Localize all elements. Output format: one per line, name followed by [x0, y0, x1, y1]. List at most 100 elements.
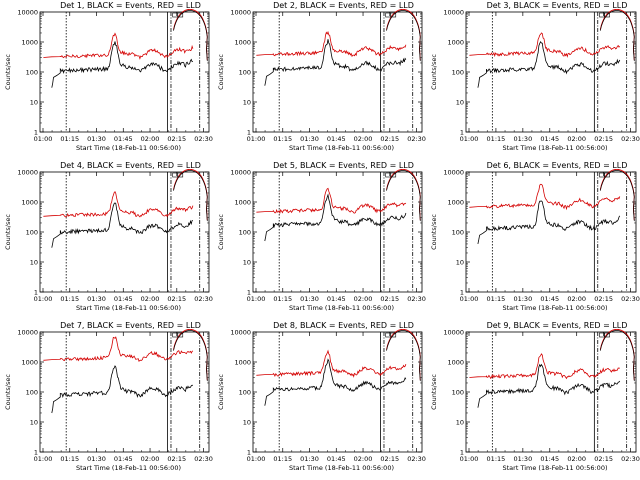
x-tick-label: 01:30: [300, 295, 319, 303]
y-axis-label: Counts/sec: [430, 54, 438, 90]
x-tick-label: 01:00: [247, 295, 266, 303]
panel-title: Det 4, BLACK = Events, RED = LLD: [60, 161, 201, 170]
events-series-line: [477, 41, 621, 88]
x-tick-label: 02:30: [621, 135, 640, 143]
lld-series-line: [256, 349, 407, 378]
x-tick-label: 02:00: [141, 455, 160, 463]
x-tick-label: 01:45: [114, 295, 133, 303]
y-tick-label: 1: [460, 449, 464, 457]
x-tick-label: 01:45: [327, 455, 346, 463]
saa-marker-box: [390, 12, 397, 18]
lld-series-line: [43, 32, 194, 60]
y-tick-label: 100: [239, 389, 251, 397]
x-tick-label: 01:15: [273, 455, 292, 463]
events-high-rate-segment: [599, 170, 635, 222]
detector-panel-8: Det 8, BLACK = Events, RED = LLD 1 10 100 10…: [217, 321, 426, 472]
lld-series-line: [469, 183, 621, 211]
events-series-line: [51, 365, 193, 414]
plot-frame: [465, 11, 637, 133]
x-tick-label: 02:00: [567, 135, 586, 143]
events-series-line: [51, 202, 193, 248]
x-tick-label: 01:30: [300, 455, 319, 463]
x-tick-label: 02:00: [141, 135, 160, 143]
plot-frame: [39, 11, 210, 133]
x-tick-label: 02:15: [594, 295, 613, 303]
x-tick-label: 01:00: [247, 455, 266, 463]
events-series-line: [264, 358, 407, 406]
x-tick-label: 02:00: [354, 135, 373, 143]
detector-panel-9: Det 9, BLACK = Events, RED = LLD 1 10 100 10…: [430, 321, 640, 472]
x-tick-label: 01:45: [327, 295, 346, 303]
y-tick-label: 10000: [17, 9, 38, 17]
lld-high-rate-segment: [173, 168, 208, 221]
panel-title: Det 9, BLACK = Events, RED = LLD: [487, 321, 628, 330]
x-tick-label: 02:30: [621, 455, 640, 463]
x-tick-label: 01:15: [273, 295, 292, 303]
events-series-line: [264, 193, 407, 242]
x-tick-label: 01:15: [60, 455, 79, 463]
x-tick-label: 01:30: [300, 135, 319, 143]
saa-marker-box: [604, 332, 610, 338]
y-tick-label: 1000: [21, 359, 38, 367]
y-tick-label: 1: [34, 449, 38, 457]
y-tick-label: 10: [243, 419, 251, 427]
x-tick-label: 02:30: [194, 135, 213, 143]
detector-panel-6: Det 6, BLACK = Events, RED = LLD 1 10 100 10…: [430, 161, 640, 312]
lld-high-rate-segment: [173, 328, 208, 381]
y-tick-label: 10000: [443, 329, 464, 337]
x-tick-label: 02:15: [167, 295, 186, 303]
panel-title: Det 3, BLACK = Events, RED = LLD: [487, 1, 628, 10]
saa-marker-box: [177, 332, 184, 338]
lld-high-rate-segment: [599, 328, 635, 381]
x-tick-label: 01:00: [460, 295, 479, 303]
x-axis-label: Start Time (18-Feb-11 00:56:00): [76, 304, 181, 312]
lld-high-rate-segment: [386, 8, 421, 61]
lld-series-line: [469, 32, 621, 58]
events-series-line: [477, 200, 621, 244]
x-tick-label: 02:00: [354, 455, 373, 463]
y-tick-label: 10000: [230, 329, 251, 337]
events-high-rate-segment: [386, 10, 421, 62]
x-tick-label: 01:45: [114, 135, 133, 143]
x-tick-label: 01:00: [34, 295, 53, 303]
y-tick-label: 1000: [234, 359, 251, 367]
y-tick-label: 1000: [234, 39, 251, 47]
x-tick-label: 01:00: [34, 135, 53, 143]
x-tick-label: 01:30: [513, 135, 532, 143]
x-tick-label: 02:00: [567, 455, 586, 463]
y-tick-label: 100: [452, 389, 464, 397]
y-tick-label: 100: [239, 69, 251, 77]
y-tick-label: 10000: [443, 9, 464, 17]
y-tick-label: 1: [460, 289, 464, 297]
y-tick-label: 1: [247, 129, 251, 137]
x-tick-label: 02:15: [380, 295, 399, 303]
x-axis-label: Start Time (18-Feb-11 00:56:00): [289, 144, 394, 152]
x-tick-label: 01:15: [487, 295, 506, 303]
x-tick-label: 01:00: [460, 135, 479, 143]
x-tick-label: 01:45: [540, 295, 559, 303]
x-tick-label: 02:15: [380, 135, 399, 143]
x-tick-label: 02:30: [407, 295, 426, 303]
x-axis-label: Start Time (18-Feb-11 00:56:00): [76, 144, 181, 152]
y-tick-label: 10000: [230, 9, 251, 17]
events-high-rate-segment: [386, 330, 421, 382]
detector-panel-5: Det 5, BLACK = Events, RED = LLD 1 10 100 10…: [217, 161, 426, 312]
events-high-rate-segment: [599, 330, 635, 382]
y-axis-label: Counts/sec: [430, 374, 438, 410]
x-tick-label: 02:30: [407, 455, 426, 463]
plot-frame: [465, 171, 637, 293]
events-high-rate-segment: [173, 330, 208, 382]
lld-series-line: [256, 30, 407, 58]
y-tick-label: 100: [26, 69, 38, 77]
y-tick-label: 100: [239, 229, 251, 237]
y-tick-label: 100: [452, 69, 464, 77]
y-tick-label: 10: [30, 99, 38, 107]
x-tick-label: 02:30: [621, 295, 640, 303]
y-tick-label: 10: [30, 419, 38, 427]
x-tick-label: 02:00: [354, 295, 373, 303]
y-tick-label: 10: [456, 259, 464, 267]
events-series-line: [264, 39, 407, 86]
y-axis-label: Counts/sec: [217, 54, 225, 90]
y-tick-label: 10000: [443, 169, 464, 177]
events-series-line: [51, 41, 193, 88]
